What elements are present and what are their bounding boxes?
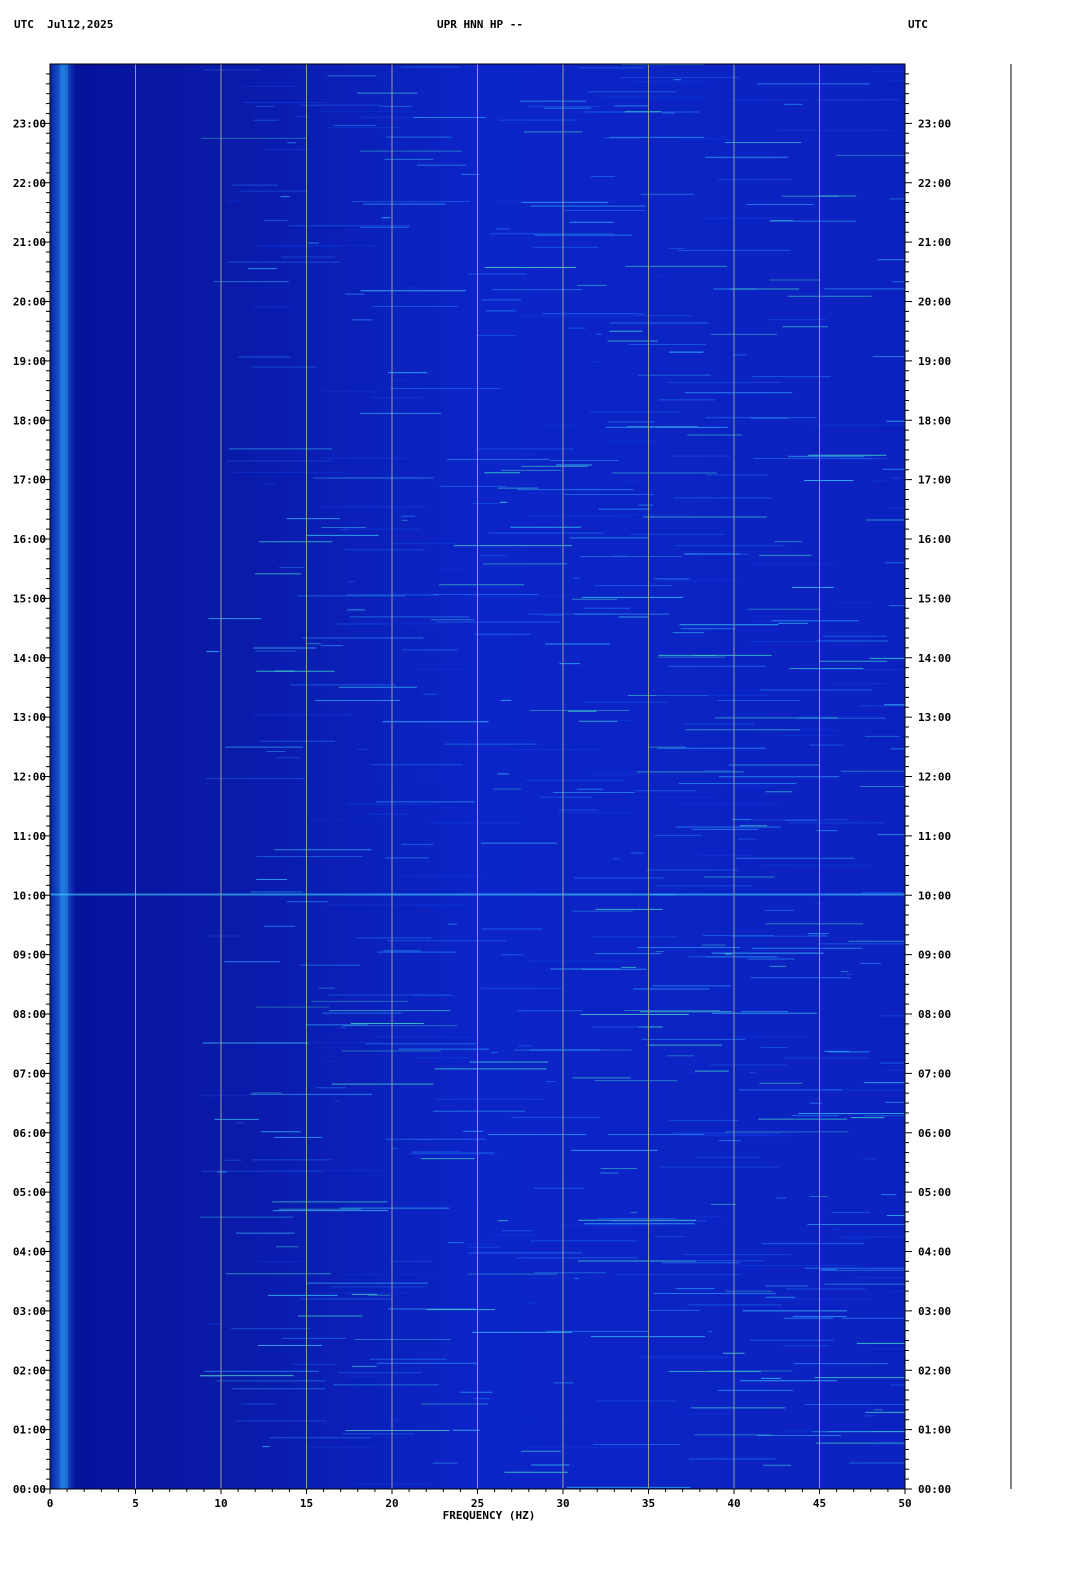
y-tick-label-right: 13:00 — [918, 711, 951, 724]
x-tick-label: 40 — [727, 1497, 740, 1510]
y-tick-label-right: 01:00 — [918, 1424, 951, 1437]
y-tick-label-right: 16:00 — [918, 533, 951, 546]
y-tick-label: 03:00 — [13, 1305, 46, 1318]
y-tick-label: 14:00 — [13, 652, 46, 665]
y-tick-label: 01:00 — [13, 1424, 46, 1437]
y-tick-label: 10:00 — [13, 889, 46, 902]
y-tick-label: 18:00 — [13, 414, 46, 427]
y-tick-label: 02:00 — [13, 1364, 46, 1377]
y-tick-label: 13:00 — [13, 711, 46, 724]
x-tick-label: 20 — [385, 1497, 398, 1510]
x-tick-label: 50 — [898, 1497, 911, 1510]
y-tick-label: 04:00 — [13, 1246, 46, 1259]
x-tick-label: 30 — [556, 1497, 569, 1510]
x-tick-label: 5 — [132, 1497, 139, 1510]
y-tick-label: 11:00 — [13, 830, 46, 843]
y-tick-label: 23:00 — [13, 117, 46, 130]
x-tick-label: 0 — [47, 1497, 54, 1510]
y-tick-label: 09:00 — [13, 949, 46, 962]
y-tick-label-right: 14:00 — [918, 652, 951, 665]
y-tick-label-right: 22:00 — [918, 177, 951, 190]
y-tick-label: 16:00 — [13, 533, 46, 546]
y-tick-label-right: 23:00 — [918, 117, 951, 130]
x-tick-label: 45 — [813, 1497, 826, 1510]
x-tick-label: 15 — [300, 1497, 313, 1510]
y-tick-label-right: 18:00 — [918, 414, 951, 427]
y-tick-label: 17:00 — [13, 474, 46, 487]
y-tick-label-right: 17:00 — [918, 474, 951, 487]
y-tick-label-right: 10:00 — [918, 889, 951, 902]
plot-area — [49, 63, 906, 1490]
y-tick-label: 20:00 — [13, 296, 46, 309]
x-tick-label: 25 — [471, 1497, 484, 1510]
y-tick-label: 21:00 — [13, 236, 46, 249]
y-tick-label: 05:00 — [13, 1186, 46, 1199]
y-tick-label-right: 19:00 — [918, 355, 951, 368]
y-tick-label-right: 00:00 — [918, 1483, 951, 1496]
utc-label: UTC — [908, 18, 928, 31]
y-tick-label-right: 20:00 — [918, 296, 951, 309]
y-tick-label: 08:00 — [13, 1008, 46, 1021]
y-tick-label: 15:00 — [13, 592, 46, 605]
y-tick-label: 00:00 — [13, 1483, 46, 1496]
y-tick-label-right: 08:00 — [918, 1008, 951, 1021]
y-tick-label-right: 06:00 — [918, 1127, 951, 1140]
y-tick-label-right: 11:00 — [918, 830, 951, 843]
y-tick-label-right: 09:00 — [918, 949, 951, 962]
x-axis-label: FREQUENCY (HZ) — [443, 1509, 536, 1522]
chart-title: UPR HNN HP -- — [437, 18, 523, 31]
y-tick-label: 12:00 — [13, 771, 46, 784]
y-tick-label-right: 03:00 — [918, 1305, 951, 1318]
y-tick-label-right: 05:00 — [918, 1186, 951, 1199]
x-tick-label: 10 — [214, 1497, 227, 1510]
texture — [60, 64, 68, 1489]
y-tick-label-right: 02:00 — [918, 1364, 951, 1377]
y-tick-label-right: 21:00 — [918, 236, 951, 249]
y-tick-label-right: 04:00 — [918, 1246, 951, 1259]
y-tick-label-right: 07:00 — [918, 1067, 951, 1080]
y-tick-label: 07:00 — [13, 1067, 46, 1080]
y-tick-label: 19:00 — [13, 355, 46, 368]
x-tick-label: 35 — [642, 1497, 655, 1510]
y-tick-label-right: 12:00 — [918, 771, 951, 784]
y-tick-label: 06:00 — [13, 1127, 46, 1140]
date-label: UTC Jul12,2025 — [14, 18, 113, 31]
y-tick-label-right: 15:00 — [918, 592, 951, 605]
y-tick-label: 22:00 — [13, 177, 46, 190]
